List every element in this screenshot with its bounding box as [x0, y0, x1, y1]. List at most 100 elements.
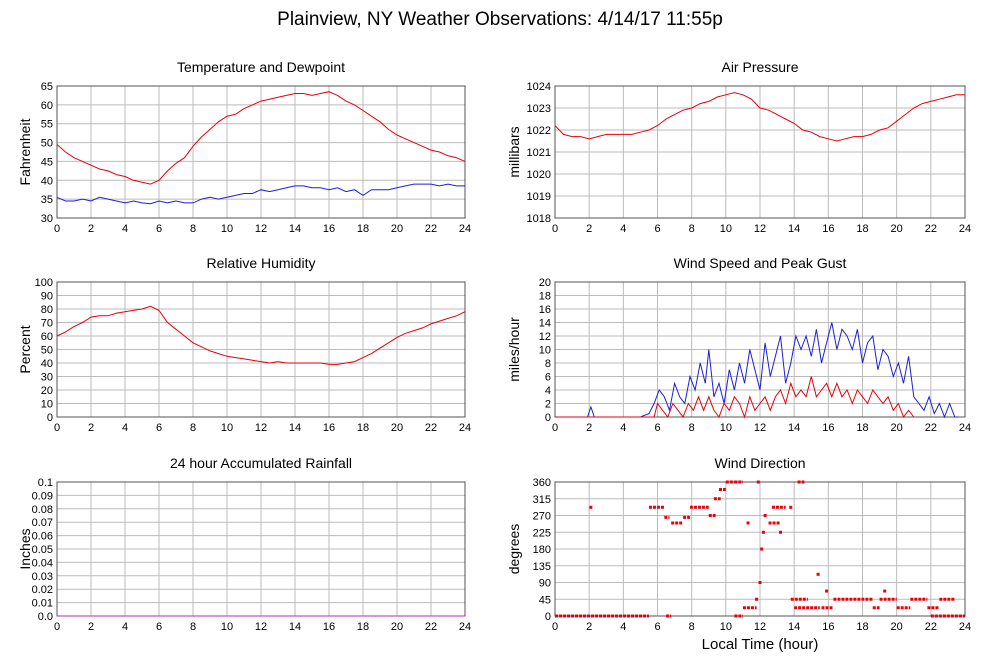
chart-2-xtick-label: 6 — [654, 223, 660, 235]
chart-4-title: Wind Speed and Peak Gust — [674, 255, 847, 271]
chart-1-xtick-label: 6 — [156, 223, 162, 235]
chart-6-ytick-label: 45 — [539, 594, 551, 606]
chart-6-direction-point — [755, 597, 759, 601]
chart-5-ytick-label: 0.09 — [32, 490, 53, 502]
chart-1-xtick-label: 0 — [54, 223, 60, 235]
chart-4-ytick-label: 8 — [545, 358, 551, 370]
chart-5-xtick-label: 12 — [255, 621, 267, 633]
chart-3-xtick-label: 24 — [459, 422, 471, 434]
chart-5-xtick-label: 18 — [357, 621, 369, 633]
chart-4-ytick-label: 20 — [539, 277, 551, 289]
chart-4-xtick-label: 8 — [689, 422, 695, 434]
chart-5-xtick-label: 14 — [289, 621, 301, 633]
chart-6-xtick-label: 8 — [689, 621, 695, 633]
chart-4-frame — [554, 281, 966, 418]
chart-4-ytick-label: 18 — [539, 291, 551, 303]
chart-1-ytick-label: 40 — [41, 175, 53, 187]
chart-1-xtick-label: 24 — [459, 223, 471, 235]
chart-2-ytick-label: 1024 — [527, 81, 551, 93]
chart-6-direction-point — [756, 480, 760, 484]
chart-3-ytick-label: 90 — [41, 291, 53, 303]
chart-6-direction-point — [758, 581, 762, 584]
chart-2-xtick-label: 10 — [720, 223, 732, 235]
chart-6-direction-point — [746, 521, 750, 525]
chart-6-xtick-label: 22 — [925, 621, 937, 633]
chart-6-direction-point — [779, 530, 782, 534]
chart-4-xtick-label: 0 — [552, 422, 558, 434]
chart-6-xtick-label: 14 — [788, 621, 800, 633]
chart-3-ytick-label: 20 — [41, 385, 53, 397]
chart-2-xtick-label: 8 — [689, 223, 695, 235]
chart-5-ytick-label: 0.01 — [32, 598, 53, 610]
chart-3-xtick-label: 10 — [221, 422, 233, 434]
chart-5-ytick-label: 0.1 — [38, 477, 53, 489]
chart-3-xtick-label: 16 — [323, 422, 335, 434]
chart-1-ytick-label: 50 — [41, 138, 53, 150]
chart-6-frame — [554, 481, 966, 617]
chart-4-xtick-label: 12 — [754, 422, 766, 434]
chart-3-ytick-label: 50 — [41, 345, 53, 357]
chart-6-ytick-label: 360 — [533, 477, 551, 489]
chart-1-xtick-label: 10 — [221, 223, 233, 235]
chart-1-xtick-label: 22 — [425, 223, 437, 235]
chart-2-ytick-label: 1021 — [527, 147, 551, 159]
chart-2-ylabel: millibars — [506, 126, 522, 177]
x-axis-title: Local Time (hour) — [701, 636, 819, 653]
chart-3-xtick-label: 12 — [255, 422, 267, 434]
chart-5-ytick-label: 0.07 — [32, 517, 53, 529]
chart-4-xtick-label: 24 — [959, 422, 971, 434]
chart-3-xtick-label: 0 — [54, 422, 60, 434]
chart-3-ytick-label: 70 — [41, 318, 53, 330]
chart-3-ytick-label: 80 — [41, 304, 53, 316]
chart-1-xtick-label: 2 — [88, 223, 94, 235]
chart-2-xtick-label: 12 — [754, 223, 766, 235]
chart-2-ytick-label: 1019 — [527, 191, 551, 203]
chart-6-ytick-label: 225 — [533, 527, 551, 539]
chart-6-direction-point — [760, 547, 764, 551]
chart-6-direction-point — [816, 572, 820, 576]
chart-4-ytick-label: 10 — [539, 345, 551, 357]
chart-4-ytick-label: 0 — [545, 412, 551, 424]
chart-2-xtick-label: 2 — [586, 223, 592, 235]
chart-4-xtick-label: 2 — [586, 422, 592, 434]
chart-4-xtick-label: 10 — [720, 422, 732, 434]
chart-5-ytick-label: 0.06 — [32, 531, 53, 543]
chart-5-ytick-label: 0.08 — [32, 504, 53, 516]
chart-3-xtick-label: 6 — [156, 422, 162, 434]
chart-4-xtick-label: 20 — [891, 422, 903, 434]
chart-4-xtick-label: 18 — [856, 422, 868, 434]
chart-6-xtick-label: 2 — [586, 621, 592, 633]
chart-2-xtick-label: 18 — [856, 223, 868, 235]
chart-2-ytick-label: 1022 — [527, 125, 551, 137]
chart-1-xtick-label: 18 — [357, 223, 369, 235]
chart-6-direction-point — [825, 589, 829, 593]
chart-2-xtick-label: 22 — [925, 223, 937, 235]
chart-6-ytick-label: 90 — [539, 578, 551, 590]
chart-1-ytick-label: 45 — [41, 156, 53, 168]
chart-3-xtick-label: 22 — [425, 422, 437, 434]
chart-2-ytick-label: 1020 — [527, 169, 551, 181]
chart-2-frame — [554, 85, 966, 219]
chart-3-ytick-label: 0 — [47, 412, 53, 424]
chart-3-xtick-label: 2 — [88, 422, 94, 434]
chart-6-direction-point — [763, 514, 767, 517]
chart-6-xtick-label: 20 — [891, 621, 903, 633]
chart-3-ylabel: Percent — [17, 325, 33, 373]
chart-1-ytick-label: 30 — [41, 213, 53, 225]
chart-6-ytick-label: 270 — [533, 511, 551, 523]
chart-6-direction-point — [883, 589, 887, 593]
chart-6-ytick-label: 180 — [533, 544, 551, 556]
chart-5-xtick-label: 22 — [425, 621, 437, 633]
chart-4-xtick-label: 6 — [654, 422, 660, 434]
chart-6-title: Wind Direction — [714, 455, 805, 471]
chart-4-xtick-label: 16 — [822, 422, 834, 434]
chart-6-xtick-label: 12 — [754, 621, 766, 633]
chart-1-xtick-label: 16 — [323, 223, 335, 235]
chart-3-ytick-label: 10 — [41, 399, 53, 411]
chart-4-ytick-label: 12 — [539, 331, 551, 343]
chart-5-xtick-label: 2 — [88, 621, 94, 633]
chart-6-xtick-label: 10 — [720, 621, 732, 633]
chart-1-frame — [56, 85, 466, 219]
chart-4-ytick-label: 2 — [545, 399, 551, 411]
